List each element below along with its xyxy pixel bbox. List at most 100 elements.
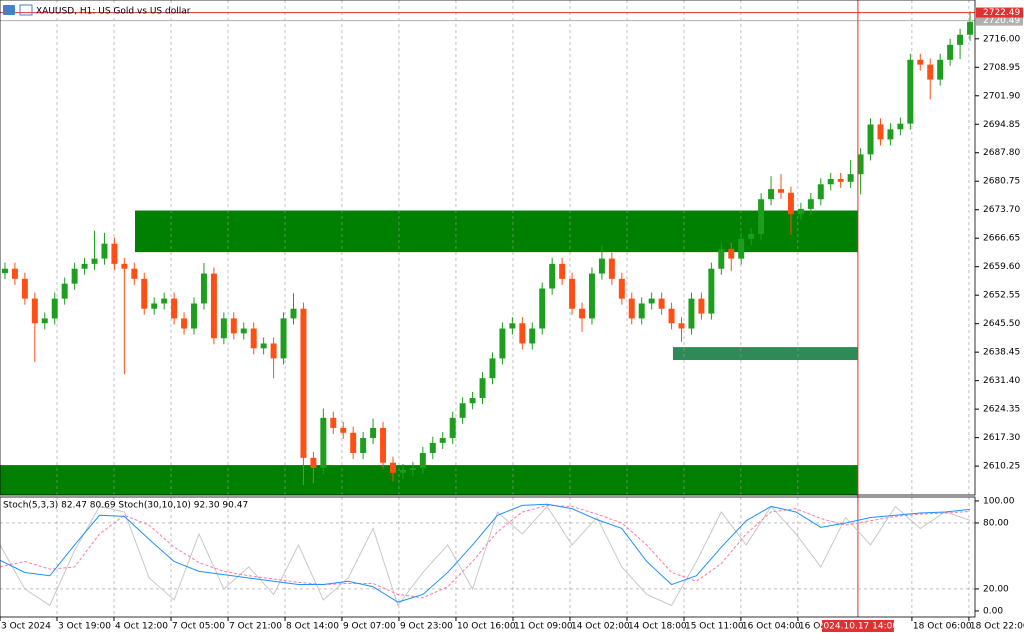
candle-body bbox=[449, 417, 456, 439]
bid-label: 2722.49 bbox=[983, 8, 1020, 18]
y-tick-label: 2680.75 bbox=[983, 177, 1020, 187]
candle-body bbox=[101, 243, 108, 259]
candle-body bbox=[121, 263, 128, 269]
candle-body bbox=[499, 328, 506, 359]
stoch-line bbox=[0, 505, 971, 607]
candle-body bbox=[360, 438, 367, 453]
candle-body bbox=[718, 248, 725, 269]
candle-body bbox=[131, 268, 138, 279]
candle-body bbox=[380, 427, 387, 463]
candle-body bbox=[91, 258, 98, 264]
panel-frame bbox=[0, 496, 976, 618]
candle-body bbox=[300, 308, 307, 458]
candle-body bbox=[509, 323, 516, 329]
candle-body bbox=[917, 59, 924, 65]
candle-body bbox=[350, 432, 357, 453]
candle-body bbox=[748, 233, 755, 239]
indicator-title: Stoch(5,3,3) 82.47 80.69 Stoch(30,10,10)… bbox=[3, 501, 248, 511]
y-tick-label: 2659.60 bbox=[983, 262, 1020, 272]
candle-body bbox=[857, 154, 864, 175]
candle-body bbox=[399, 469, 406, 473]
candle-body bbox=[768, 189, 775, 200]
candle-body bbox=[71, 268, 78, 284]
candle-body bbox=[61, 283, 68, 299]
candle-body bbox=[827, 179, 834, 185]
candle-body bbox=[41, 318, 48, 324]
candle-body bbox=[469, 398, 476, 404]
x-tick-label: 7 Oct 05:00 bbox=[172, 622, 225, 632]
candle-body bbox=[837, 179, 844, 182]
candle-body bbox=[111, 243, 118, 264]
x-tick-label: 15 Oct 11:00 bbox=[685, 622, 744, 632]
candle-body bbox=[559, 263, 566, 279]
candle-body bbox=[807, 199, 814, 209]
y-tick-label: 2673.70 bbox=[983, 205, 1020, 215]
candle-body bbox=[459, 403, 466, 418]
candle-body bbox=[330, 417, 337, 428]
chart-title: XAUUSD, H1: US Gold vs US dollar bbox=[36, 7, 191, 17]
y-tick-label: 2687.80 bbox=[983, 148, 1020, 158]
candle-body bbox=[569, 278, 576, 309]
y-tick-label: 2652.55 bbox=[983, 291, 1020, 301]
cursor-label-box bbox=[821, 620, 894, 632]
candle-body bbox=[21, 278, 28, 299]
x-tick-label: 18 Oct 06:00 bbox=[913, 622, 972, 632]
candle-body bbox=[588, 273, 595, 319]
candle-body bbox=[539, 288, 546, 329]
y-tick-label: 2716.00 bbox=[983, 34, 1020, 44]
candle-body bbox=[877, 124, 884, 140]
candle-body bbox=[658, 298, 665, 309]
x-tick-label: 3 Oct 2024 bbox=[1, 622, 51, 632]
candle-body bbox=[210, 273, 217, 339]
candle-body bbox=[370, 427, 377, 439]
candle-body bbox=[31, 298, 38, 324]
candle-body bbox=[549, 263, 556, 289]
candle-body bbox=[191, 303, 197, 329]
candle-body bbox=[897, 123, 904, 130]
stoch-line bbox=[0, 503, 971, 603]
candle-body bbox=[181, 318, 188, 329]
bid-label-box bbox=[976, 7, 1023, 18]
candle-body bbox=[519, 323, 526, 344]
y-tick-label: 2617.30 bbox=[983, 433, 1020, 443]
candle-body bbox=[151, 303, 158, 309]
candle-body bbox=[320, 417, 327, 468]
y-tick-label: 2631.40 bbox=[983, 376, 1020, 386]
candle-body bbox=[200, 273, 207, 304]
x-tick-label: 10 Oct 16:00 bbox=[457, 622, 516, 632]
y-tick-label: 2708.95 bbox=[983, 63, 1020, 73]
y-tick-label: 2694.85 bbox=[983, 120, 1020, 130]
x-tick-label: 9 Oct 23:00 bbox=[400, 622, 453, 632]
y-tick-label: 0.00 bbox=[983, 606, 1003, 616]
candle-body bbox=[260, 343, 267, 349]
x-tick-label: 14 Oct 02:00 bbox=[571, 622, 630, 632]
zone bbox=[0, 465, 858, 495]
candle-body bbox=[429, 442, 436, 453]
candle-body bbox=[280, 318, 287, 359]
cursor-label: 2024.10.17 14:00 bbox=[818, 622, 899, 632]
candle-body bbox=[728, 248, 735, 259]
candle-body bbox=[708, 268, 715, 314]
candle-body bbox=[787, 192, 794, 215]
candle-body bbox=[1, 268, 8, 274]
candle-body bbox=[220, 318, 227, 339]
candle-body bbox=[409, 467, 416, 470]
y-tick-label: 2624.35 bbox=[983, 405, 1020, 415]
candle-body bbox=[250, 328, 257, 349]
stoch-line bbox=[0, 504, 971, 599]
zone bbox=[135, 210, 858, 253]
candle-body bbox=[738, 238, 745, 259]
candle-body bbox=[957, 34, 964, 45]
candle-body bbox=[439, 438, 446, 443]
x-tick-label: 3 Oct 19:00 bbox=[58, 622, 111, 632]
candle-body bbox=[608, 258, 615, 279]
candle-body bbox=[240, 328, 247, 334]
candle-body bbox=[648, 298, 655, 304]
candle-body bbox=[778, 189, 784, 193]
candle-body bbox=[290, 308, 297, 319]
zone bbox=[672, 347, 858, 361]
candle-body bbox=[390, 462, 396, 473]
y-tick-label: 2666.65 bbox=[983, 234, 1020, 244]
